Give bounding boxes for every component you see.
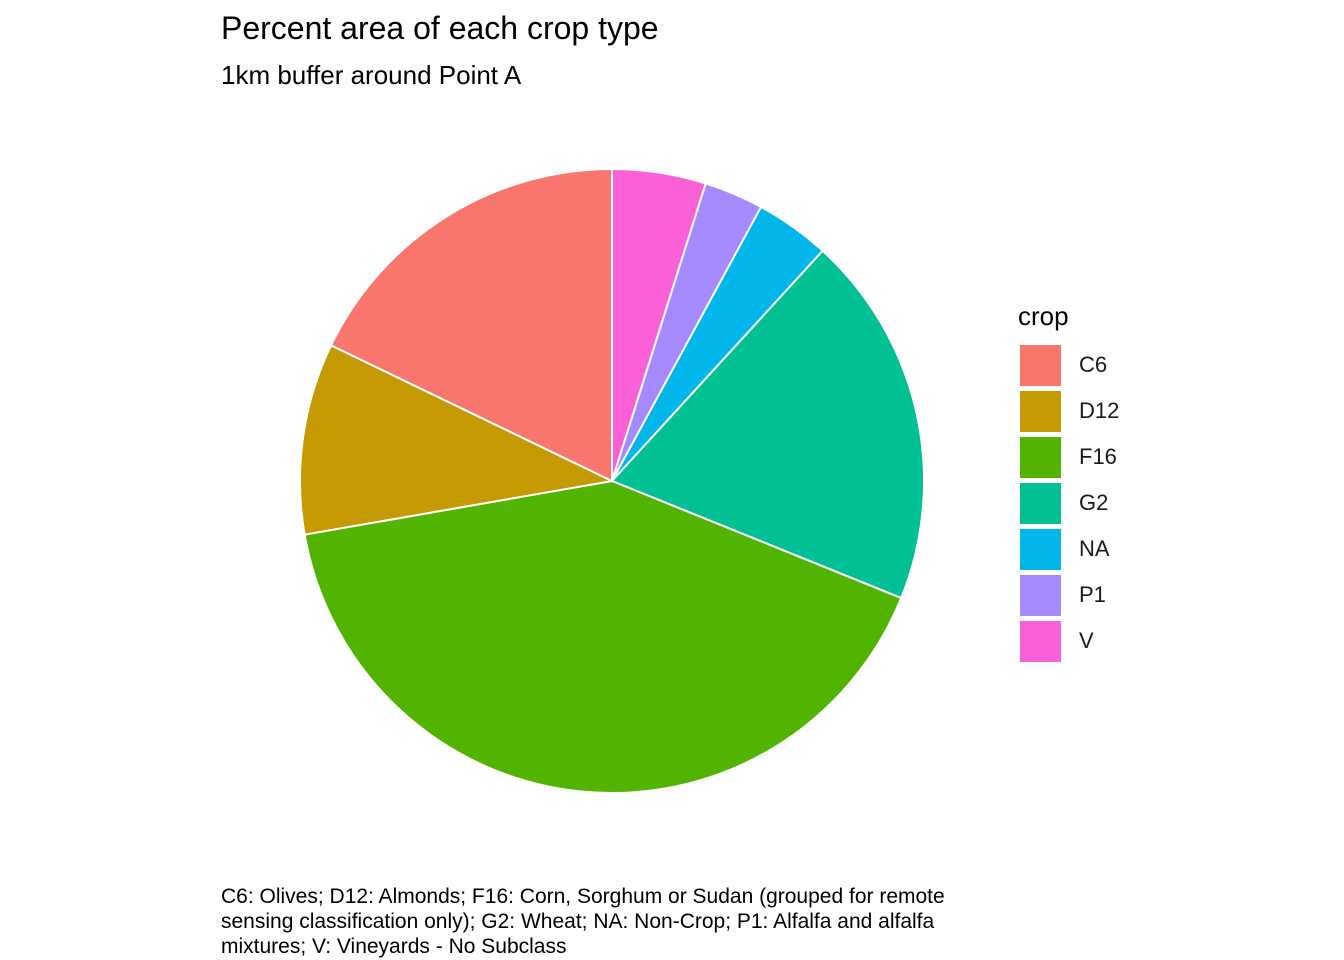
- pie-slice-g2: [610, 249, 925, 600]
- chart-title: Percent area of each crop type: [221, 10, 659, 46]
- legend-item-p1: P1: [1018, 572, 1119, 618]
- legend-key-p1: [1020, 574, 1061, 616]
- pie-slice-c6: [329, 167, 613, 483]
- chart-caption: C6: Olives; D12: Almonds; F16: Corn, Sor…: [221, 885, 945, 958]
- legend-title: crop: [1018, 301, 1069, 331]
- legend-items: C6 D12 F16 G2 NA P1 V: [1018, 342, 1119, 664]
- legend-key-na: [1020, 528, 1061, 570]
- legend-item-g2: G2: [1018, 480, 1119, 526]
- legend-item-v: V: [1018, 618, 1119, 664]
- legend-label-d12: D12: [1079, 398, 1120, 423]
- legend-label-v: V: [1079, 628, 1094, 653]
- legend-label-f16: F16: [1079, 444, 1117, 469]
- chart-subtitle: 1km buffer around Point A: [221, 60, 522, 90]
- legend-key-f16: [1020, 436, 1061, 478]
- legend-key-d12: [1020, 390, 1061, 432]
- legend-label-c6: C6: [1079, 352, 1108, 377]
- legend-item-c6: C6: [1018, 342, 1119, 388]
- legend-label-g2: G2: [1079, 490, 1109, 515]
- legend: crop C6 D12 F16 G2 NA P1 V: [1018, 298, 1119, 664]
- pie-slice-f16: [303, 479, 903, 794]
- pie-slice-d12: [299, 343, 616, 536]
- legend-item-na: NA: [1018, 526, 1119, 572]
- legend-key-c6: [1020, 344, 1061, 386]
- legend-item-d12: D12: [1018, 388, 1119, 434]
- legend-key-v: [1020, 620, 1061, 662]
- legend-item-f16: F16: [1018, 434, 1119, 480]
- legend-label-p1: P1: [1079, 582, 1106, 607]
- legend-key-g2: [1020, 482, 1061, 524]
- legend-label-na: NA: [1079, 536, 1110, 561]
